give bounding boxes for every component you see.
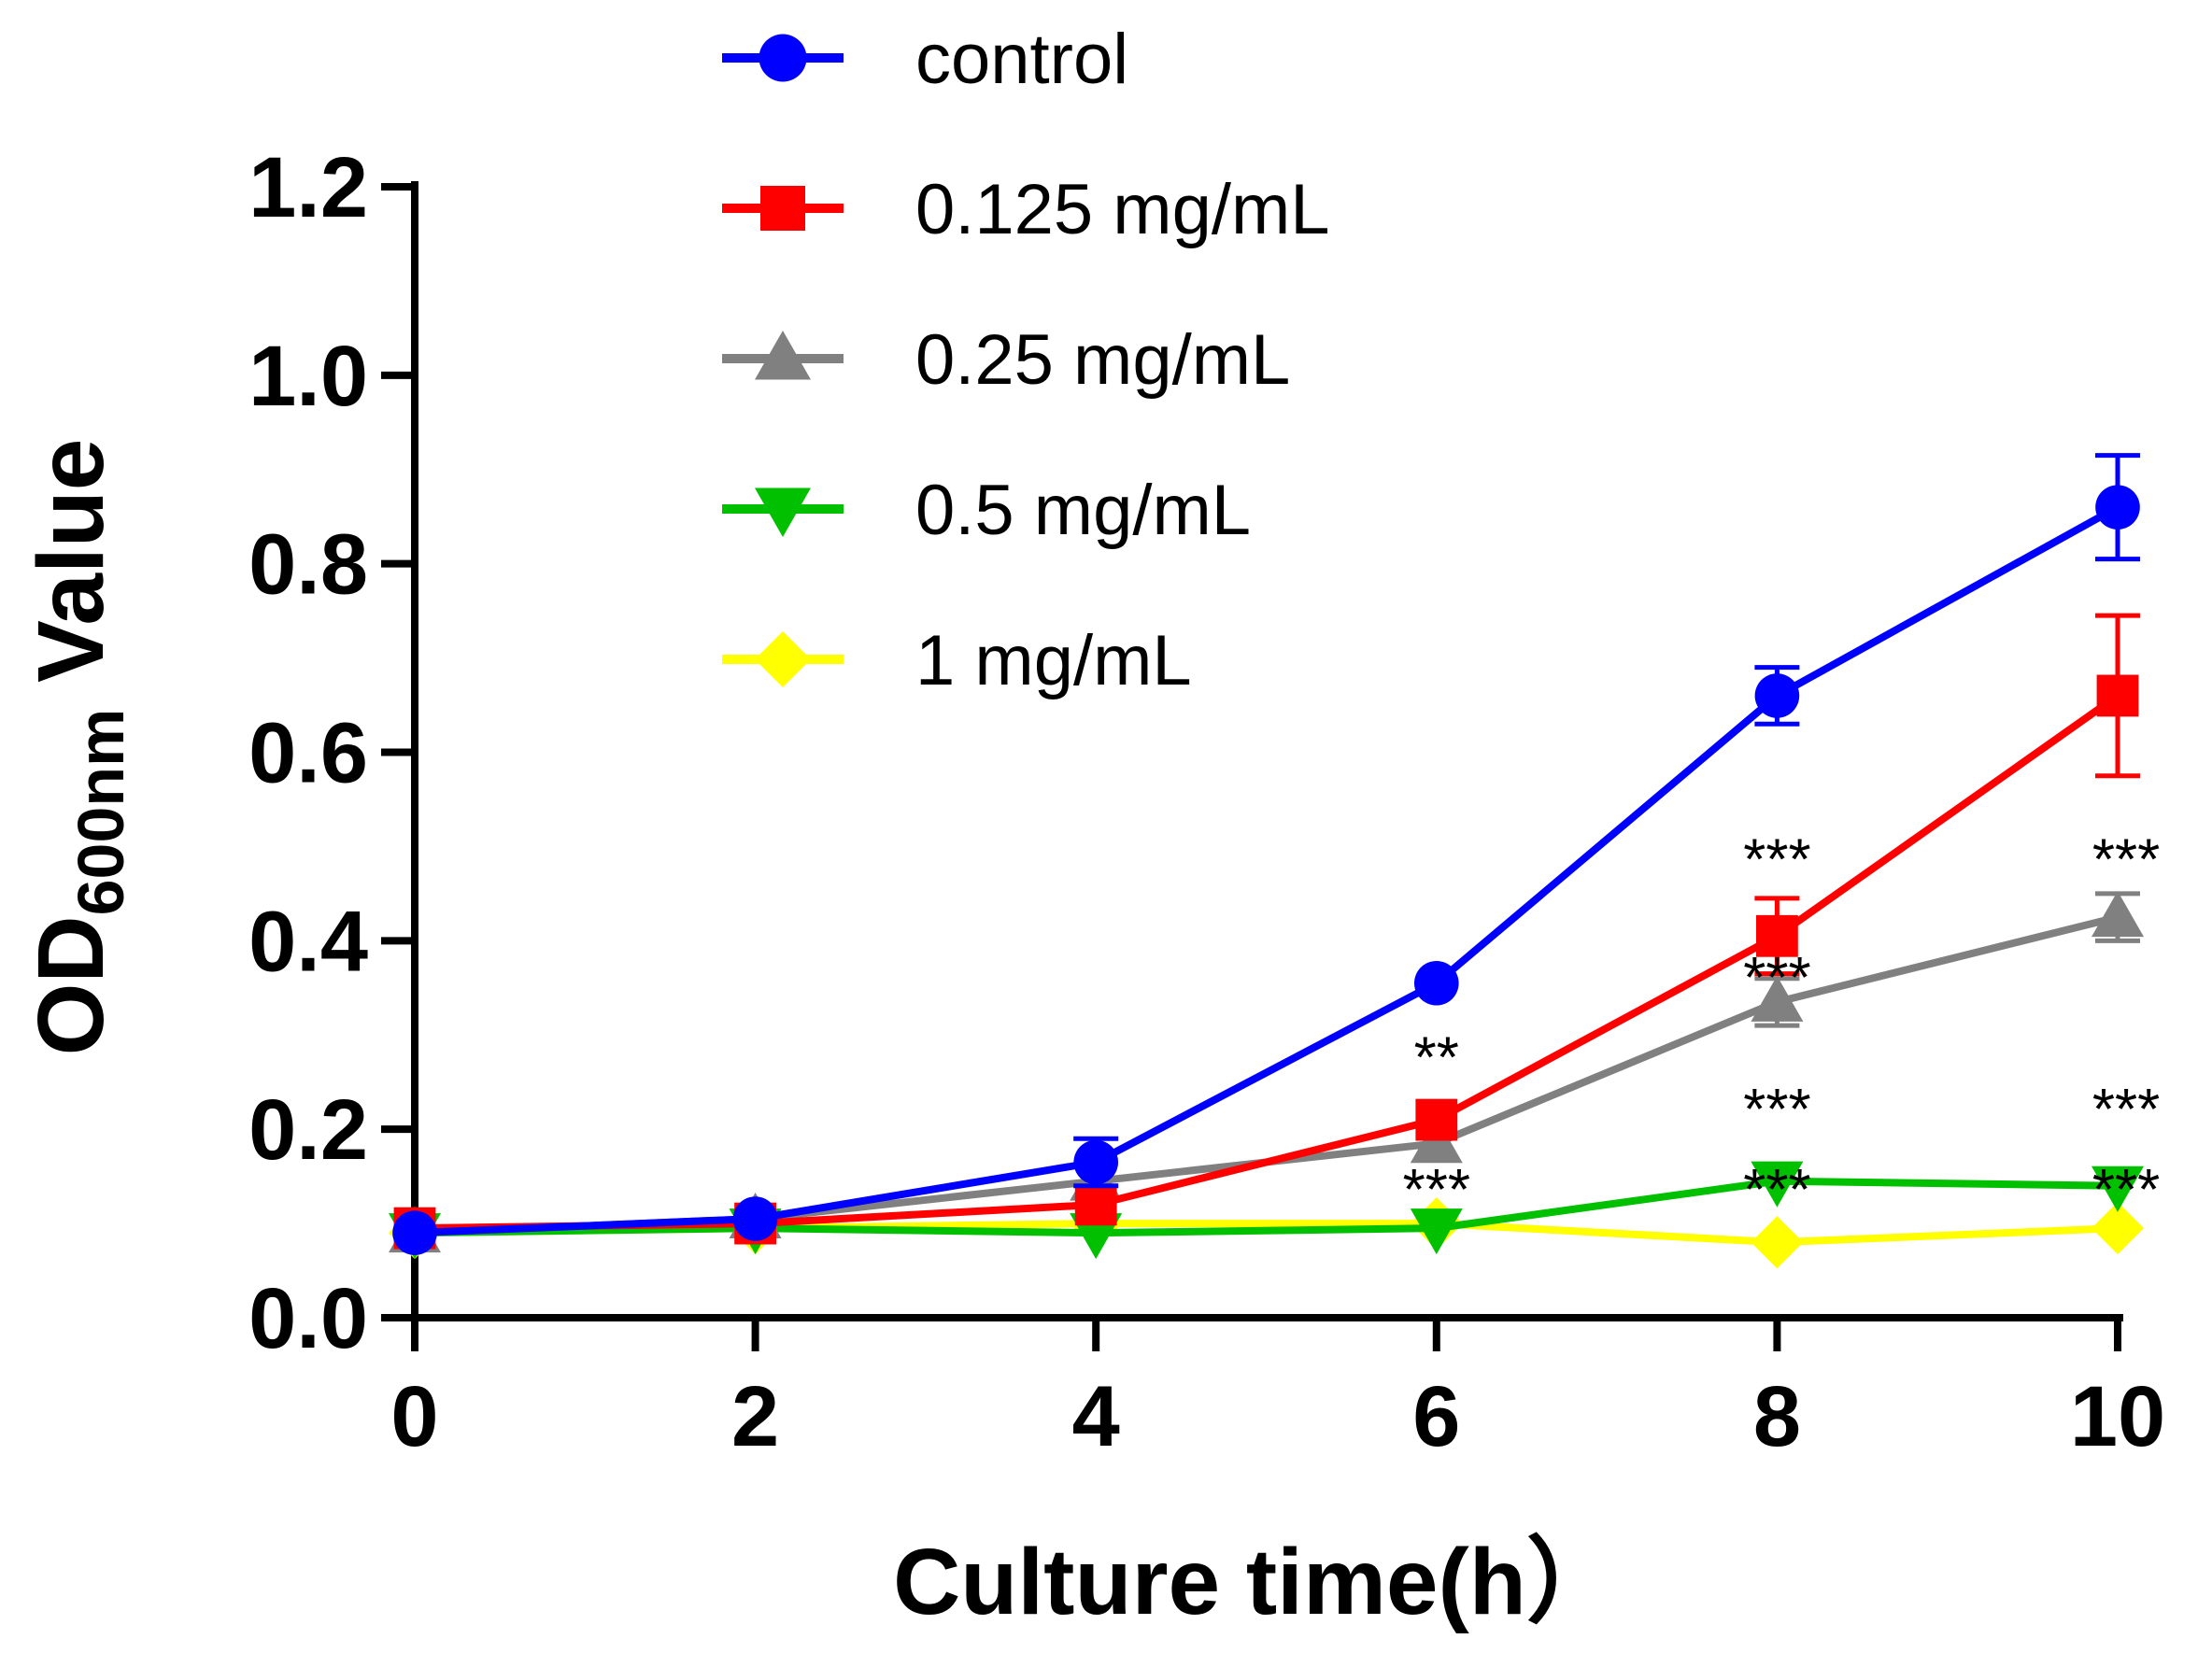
significance-label: *** [1403, 1158, 1470, 1222]
legend-label: 1 mg/mL [915, 621, 1192, 700]
data-point [392, 1210, 437, 1255]
data-point [1410, 1208, 1463, 1255]
legend-item: 0.125 mg/mL [722, 170, 1330, 249]
significance-label: ** [1414, 1026, 1459, 1091]
legend-marker [755, 331, 811, 380]
y-axis-title: OD600nm Value [19, 439, 137, 1056]
significance-annotations: ************************** [1403, 828, 2161, 1222]
x-axis-title: Culture time(h） [893, 1530, 1620, 1634]
x-tick-label: 4 [1072, 1369, 1120, 1464]
data-point [1074, 1183, 1117, 1226]
y-tick-label: 0.8 [248, 517, 368, 613]
legend-item: control [722, 20, 1128, 99]
data-point [1073, 1139, 1118, 1185]
x-tick-label: 0 [390, 1369, 438, 1464]
legend: control 0.125 mg/mL 0.25 mg/mL 0.5 mg/mL 1 m… [722, 20, 1330, 700]
legend-label: 0.5 mg/mL [915, 471, 1251, 550]
legend-label: 0.25 mg/mL [915, 320, 1290, 400]
legend-label: control [915, 20, 1128, 99]
significance-label: *** [2092, 828, 2160, 893]
y-axis-title-subscript: 600nm [64, 709, 137, 916]
data-point [1751, 975, 1804, 1022]
data-point [1414, 960, 1459, 1006]
significance-label: *** [2092, 1158, 2160, 1222]
x-tick-label: 8 [1753, 1369, 1801, 1464]
y-axis-title-suffix: Value [19, 439, 123, 709]
legend-marker [760, 186, 805, 231]
significance-label: *** [1743, 1158, 1810, 1222]
data-point [2091, 891, 2144, 938]
y-tick-label: 0.6 [248, 706, 368, 801]
y-axis-title-main: OD [19, 915, 123, 1055]
series-line [414, 1177, 2119, 1237]
significance-label: *** [1743, 828, 1810, 893]
series-line [414, 692, 2120, 1233]
data-point [2095, 485, 2140, 530]
x-tick-label: 10 [2070, 1369, 2165, 1464]
legend-label: 0.125 mg/mL [915, 170, 1330, 249]
legend-marker [759, 34, 807, 82]
series-0-5-mg-ml [389, 1161, 2144, 1260]
data-point [2096, 674, 2139, 717]
legend-item: 1 mg/mL [722, 621, 1192, 700]
data-point [732, 1196, 778, 1241]
x-tick-label: 2 [731, 1369, 779, 1464]
y-tick-label: 0.4 [248, 894, 368, 989]
data-point [1754, 673, 1800, 718]
legend-marker [755, 631, 811, 687]
axes: 0.0 0.2 0.4 0.6 0.8 1.0 1.2 0 2 4 6 8 10 [248, 140, 2165, 1464]
significance-label: *** [1743, 946, 1810, 1010]
significance-label: *** [1743, 1078, 1810, 1142]
data-point [2091, 1202, 2144, 1255]
x-tick-label: 6 [1412, 1369, 1460, 1464]
y-tick-label: 1.0 [248, 329, 368, 424]
legend-item: 0.5 mg/mL [722, 471, 1251, 550]
y-tick-label: 0.2 [248, 1082, 368, 1178]
series-0-125-mg-ml [393, 613, 2140, 1250]
legend-marker [755, 487, 811, 537]
y-tick-label: 1.2 [248, 140, 368, 235]
data-point [1751, 1161, 1804, 1208]
data-point [2091, 1166, 2144, 1212]
data-point [1415, 1098, 1458, 1141]
series-line [414, 503, 2120, 1237]
data-point [1756, 914, 1798, 957]
legend-item: 0.25 mg/mL [722, 320, 1290, 400]
y-tick-label: 0.0 [248, 1271, 368, 1366]
data-point [1751, 1216, 1804, 1269]
series-control [392, 453, 2140, 1255]
significance-label: *** [2092, 1078, 2160, 1142]
plot-area [389, 453, 2144, 1269]
